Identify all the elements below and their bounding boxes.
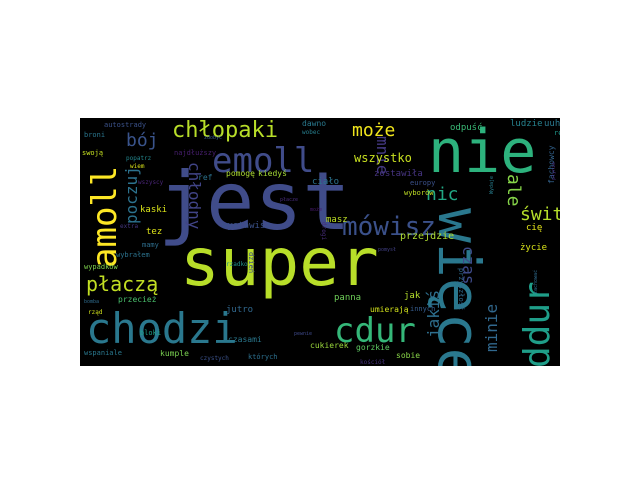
- word-cloud-canvas: jest super nie więcej chodzi emoll amoll…: [80, 118, 560, 366]
- word-nie: nie: [428, 118, 537, 187]
- word-tez: tez: [146, 227, 163, 237]
- word-kumple: kumple: [160, 349, 189, 358]
- word-wobec: wobec: [302, 129, 321, 136]
- word-jest: jest: [158, 155, 351, 248]
- word-mowisz: mówisz: [342, 212, 436, 242]
- word-gorzkie: gorzkie: [356, 343, 390, 352]
- word-placze: płacze: [280, 197, 299, 203]
- word-przejdzie: przejdzie: [400, 231, 455, 242]
- word-cialo: ciało: [312, 177, 340, 187]
- word-poczuj: poczuj: [122, 166, 141, 224]
- word-zostawila: zostawiła: [374, 169, 423, 179]
- word-boj: bój: [126, 130, 159, 151]
- word-nic: nic: [426, 184, 459, 205]
- word-pomysl: pomysł: [378, 247, 397, 253]
- word-sobie: sobie: [396, 351, 421, 360]
- word-wypadkow: wypadków: [84, 263, 118, 271]
- word-zachowac: zachować: [533, 269, 539, 294]
- word-plynie: płynie: [551, 161, 557, 180]
- word-cukierek: cukierek: [310, 341, 349, 350]
- word-umieraja: umierają: [370, 305, 409, 314]
- word-jak: jak: [404, 291, 421, 301]
- word-drogi: drogi: [320, 222, 327, 241]
- word-swoja: swoją: [82, 149, 104, 157]
- word-emoll: emoll: [212, 141, 315, 181]
- word-jutro: jutro: [226, 305, 254, 315]
- word-autostrady: autostrady: [104, 121, 147, 129]
- word-wydaje: Wydaje: [489, 175, 495, 194]
- word-bomba: bomba: [84, 299, 100, 305]
- word-rzad: rząd: [88, 309, 103, 316]
- word-przeciez: przecież: [118, 295, 157, 304]
- word-chlopaki: chłopaki: [172, 118, 278, 143]
- word-panna: panna: [334, 293, 362, 303]
- word-dawno: dawno: [302, 119, 327, 128]
- word-kosciol: kościół: [360, 359, 386, 366]
- word-zdobyc: zdobyć: [204, 135, 223, 141]
- word-pomoge: pomogę: [226, 169, 255, 178]
- word-moze-small: może: [310, 207, 323, 213]
- word-ktorych: których: [248, 353, 278, 361]
- word-wszystko: wszystko: [354, 151, 412, 165]
- word-cdur: cdur: [334, 311, 416, 351]
- word-zycie: życie: [520, 243, 548, 253]
- word-wybralem: wybrałem: [116, 251, 150, 259]
- word-rzadko: rzadko: [226, 261, 248, 268]
- word-swit: świt: [520, 204, 560, 225]
- word-innych: innych: [410, 305, 436, 313]
- word-wystawisz: wystawisz: [222, 221, 271, 231]
- word-ale: ale: [503, 174, 524, 207]
- word-masz: masz: [326, 215, 348, 225]
- word-moze: może: [352, 120, 396, 141]
- word-wspaniale: wspaniale: [84, 349, 122, 357]
- word-dzien: dzień: [247, 252, 255, 274]
- word-reka: ręką: [554, 129, 560, 137]
- word-pewnie: pewnie: [294, 331, 313, 337]
- word-super: super: [180, 224, 379, 301]
- word-chodzi: chodzi: [86, 304, 238, 353]
- word-czasami: czasami: [228, 335, 262, 344]
- word-wiem: wiem: [130, 163, 145, 170]
- word-odpusc: odpuść: [450, 123, 483, 133]
- word-uuh: uuh: [544, 119, 560, 129]
- word-wyborow: wyborów: [404, 189, 434, 197]
- word-jakis: jakiś: [424, 289, 443, 338]
- word-cie: cię: [526, 223, 543, 233]
- word-najdluzszy: najdłuższy: [174, 149, 217, 157]
- word-extra: extra: [120, 223, 139, 230]
- word-ref: ref: [198, 173, 213, 182]
- word-ddur: ddur: [517, 281, 558, 366]
- word-popatrz: popatrz: [126, 155, 152, 162]
- word-mamy: mamy: [142, 241, 159, 249]
- word-bloki: bloki: [140, 329, 162, 337]
- word-ludzie: ludzie: [510, 119, 543, 129]
- word-czystych: czystych: [200, 355, 229, 362]
- word-przyszlosc: przyszłość: [457, 268, 465, 311]
- word-kiedys: kiedyś: [258, 169, 287, 178]
- word-kaski: kaski: [140, 205, 168, 215]
- word-placza: płaczą: [86, 272, 159, 296]
- word-broni: broni: [84, 131, 106, 139]
- word-minie: minie: [482, 303, 501, 352]
- word-europy: europy: [410, 179, 436, 187]
- word-wszyscy: wszyscy: [138, 179, 164, 186]
